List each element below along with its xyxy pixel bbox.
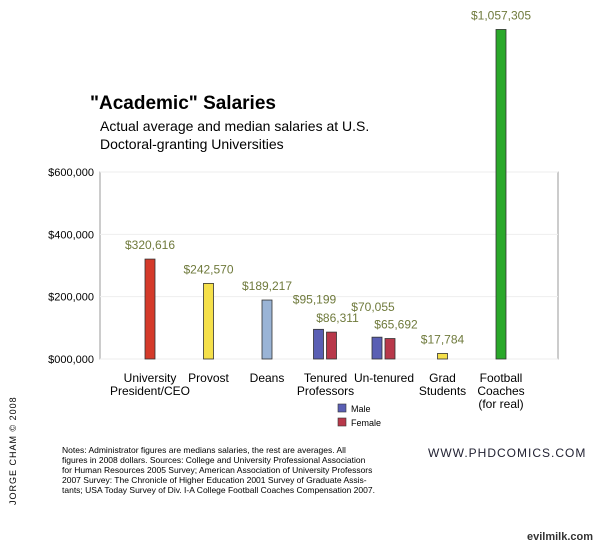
note: for Human Resources 2005 Survey; America… [62,465,372,475]
x-tick-label-line: Professors [297,384,354,398]
value-label: $189,217 [242,279,292,293]
x-tick-label: Grad Students [419,371,466,398]
value-label: $70,055 [351,300,395,314]
value-label: $17,784 [421,332,465,346]
note: tants; USA Today Survey of Div. I-A Coll… [62,485,375,495]
y-tick-label: $400,000 [48,229,94,241]
x-tick-label-line: Grad [429,371,456,385]
y-tick-label: $600,000 [48,167,94,179]
bar [326,331,337,360]
value-label: $95,199 [293,292,337,306]
bar [144,258,156,360]
bar [313,328,324,360]
x-tick-label-line: Provost [188,371,229,385]
watermark: evilmilk.com [527,531,593,543]
x-tick-label: Deans [250,371,285,385]
bar [495,29,507,360]
value-label: $320,616 [125,238,175,252]
bar [261,299,273,360]
note: figures in 2008 dollars. Sources: Colleg… [62,455,366,465]
subtitle: Actual average and median salaries at U.… [100,118,369,134]
x-tick-label-line: University [124,371,177,385]
value-label: $1,057,305 [471,8,531,22]
legend-swatch [337,403,347,413]
chart-title: "Academic" Salaries [90,93,276,114]
credit: JORGE CHAM © 2008 [8,396,18,505]
x-tick-label: University President/CEO [110,371,190,398]
x-tick-label: Un-tenured [354,371,414,385]
value-label: $65,692 [374,318,418,332]
bar [371,336,383,360]
note: Notes: Administrator figures are medians… [62,445,346,455]
plot-frame [99,171,559,360]
x-tick-label-line: Tenured [304,371,347,385]
value-label: $242,570 [183,262,233,276]
y-tick-label: $000,000 [48,354,94,366]
legend-label: Male [351,404,371,414]
x-tick-label-line: Un-tenured [354,371,414,385]
legend-label: Female [351,418,381,428]
legend-swatch [337,417,347,427]
x-tick-label-line: President/CEO [110,384,190,398]
note: 2007 Survey: The Chronicle of Higher Edu… [62,475,367,485]
x-tick-label: Provost [188,371,229,385]
subtitle: Doctoral-granting Universities [100,136,284,152]
bar [437,353,448,360]
x-tick-label-line: Football [480,371,523,385]
y-tick-label: $200,000 [48,292,94,304]
x-tick-label: Tenured Professors [297,371,354,398]
x-tick-label: Football Coaches (for real) [477,371,524,411]
x-tick-label-line: Deans [250,371,285,385]
bar [203,282,214,360]
bar [384,338,396,360]
x-tick-label-line: Students [419,384,466,398]
x-tick-label-line: Coaches [477,384,524,398]
website: WWW.PHDCOMICS.COM [428,446,586,460]
x-tick-label-line: (for real) [478,397,523,411]
value-label: $86,311 [316,311,359,325]
